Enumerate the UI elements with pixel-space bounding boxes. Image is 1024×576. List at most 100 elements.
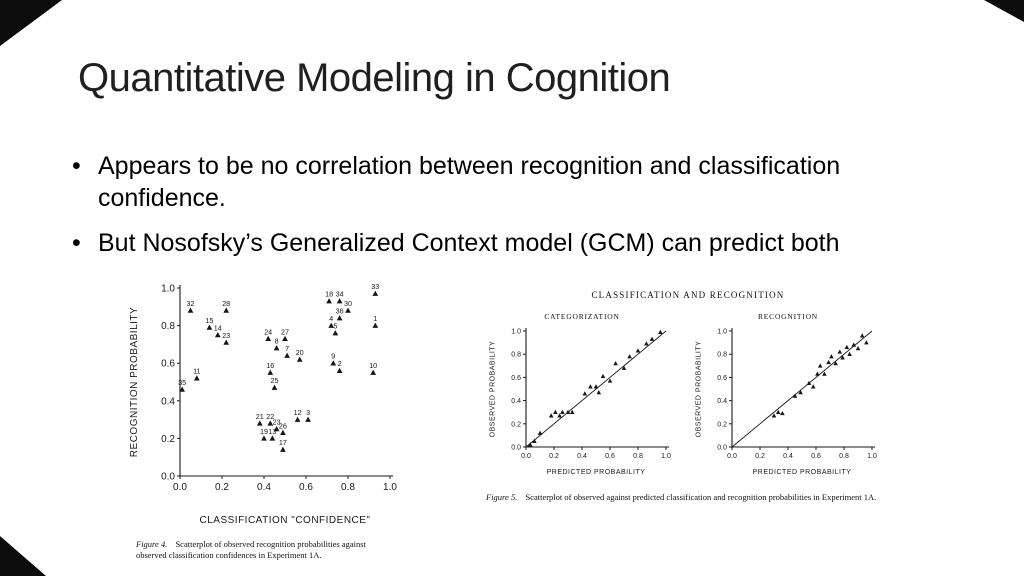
svg-text:CLASSIFICATION "CONFIDENCE": CLASSIFICATION "CONFIDENCE": [200, 515, 371, 526]
svg-text:0.4: 0.4: [577, 453, 587, 460]
bullet-item-1: Appears to be no correlation between rec…: [72, 150, 928, 214]
corner-decoration-top-right: [984, 0, 1024, 22]
svg-text:21: 21: [256, 412, 264, 421]
svg-text:35: 35: [178, 378, 186, 387]
svg-text:36: 36: [336, 307, 344, 316]
svg-text:0.4: 0.4: [161, 396, 175, 407]
svg-text:11: 11: [193, 367, 200, 376]
svg-text:1: 1: [373, 314, 377, 323]
svg-text:12: 12: [294, 408, 302, 417]
svg-text:32: 32: [187, 299, 195, 308]
figure5-recognition-subplot: RECOGNITION 0.0 0.2 0.4 0.6 0.8 1.0 0.0 0.2 0.4 0…: [692, 312, 884, 482]
svg-text:0.8: 0.8: [633, 453, 643, 460]
svg-text:0.2: 0.2: [549, 453, 559, 460]
svg-text:1.0: 1.0: [867, 453, 877, 460]
svg-text:30: 30: [344, 299, 352, 308]
svg-text:RECOGNITION PROBABILITY: RECOGNITION PROBABILITY: [129, 307, 140, 457]
svg-text:2: 2: [338, 359, 342, 368]
figure4-scatterplot: 0.0 0.2 0.4 0.6 0.8 1.0 0.0 0.2 0.4 0.6 0.8 1.0 CLAS…: [129, 282, 397, 526]
svg-text:0.8: 0.8: [717, 352, 727, 359]
svg-text:22: 22: [266, 412, 274, 421]
svg-text:PREDICTED PROBABILITY: PREDICTED PROBABILITY: [547, 469, 646, 476]
svg-text:0.4: 0.4: [783, 453, 793, 460]
svg-text:10: 10: [369, 361, 377, 370]
figure5: CLASSIFICATION AND RECOGNITION CATEGORIZ…: [486, 290, 890, 503]
svg-text:4: 4: [329, 314, 333, 323]
svg-text:13: 13: [268, 427, 276, 436]
svg-text:19: 19: [260, 427, 268, 436]
svg-text:0.6: 0.6: [161, 359, 175, 370]
figure5-caption-label: Figure 5.: [486, 492, 518, 502]
svg-text:23: 23: [273, 418, 281, 427]
svg-text:1.0: 1.0: [511, 328, 521, 335]
svg-text:17: 17: [279, 438, 287, 447]
svg-text:3: 3: [306, 408, 310, 417]
svg-text:33: 33: [371, 282, 379, 291]
svg-text:23: 23: [222, 331, 230, 340]
corner-decoration-bottom-left: [0, 536, 46, 576]
figure5-header: CLASSIFICATION AND RECOGNITION: [591, 290, 785, 300]
svg-text:0.8: 0.8: [341, 482, 355, 493]
svg-text:0.4: 0.4: [257, 482, 271, 493]
svg-text:0.6: 0.6: [511, 375, 521, 382]
svg-text:0.2: 0.2: [755, 453, 765, 460]
figure5-categorization-title: CATEGORIZATION: [544, 312, 620, 321]
figure4-caption-text: Scatterplot of observed recognition prob…: [136, 539, 366, 561]
svg-text:0.0: 0.0: [727, 453, 737, 460]
svg-text:OBSERVED PROBABILITY: OBSERVED PROBABILITY: [695, 341, 702, 438]
svg-text:15: 15: [205, 316, 213, 325]
figure5-categorization-subplot: CATEGORIZATION 0.0 0.2 0.4 0.6 0.8 1.0 0.0 0.2 0…: [486, 312, 678, 482]
figure5-categorization-scatterplot: 0.0 0.2 0.4 0.6 0.8 1.0 0.0 0.2 0.4 0.6 0.8 1.0 PRED…: [489, 328, 671, 476]
svg-text:24: 24: [264, 327, 272, 336]
svg-text:0.8: 0.8: [839, 453, 849, 460]
figure5-recognition-scatterplot: 0.0 0.2 0.4 0.6 0.8 1.0 0.0 0.2 0.4 0.6 0.8 1.0 PRED…: [695, 328, 877, 476]
figure5-caption-text: Scatterplot of observed against predicte…: [525, 492, 877, 502]
svg-text:0.0: 0.0: [173, 482, 187, 493]
svg-text:0.6: 0.6: [717, 375, 727, 382]
figure5-caption: Figure 5. Scatterplot of observed agains…: [486, 492, 882, 503]
svg-text:1.0: 1.0: [717, 328, 727, 335]
figure4-caption: Figure 4. Scatterplot of observed recogn…: [136, 539, 398, 561]
svg-text:0.0: 0.0: [521, 453, 531, 460]
bullet-list: Appears to be no correlation between rec…: [72, 150, 928, 272]
svg-text:25: 25: [271, 376, 279, 385]
svg-text:28: 28: [222, 299, 230, 308]
figure4: 0.0 0.2 0.4 0.6 0.8 1.0 0.0 0.2 0.4 0.6 0.8 1.0 CLAS…: [126, 278, 412, 561]
svg-text:OBSERVED PROBABILITY: OBSERVED PROBABILITY: [489, 341, 496, 438]
svg-text:0.0: 0.0: [511, 444, 521, 451]
svg-text:0.8: 0.8: [161, 321, 175, 332]
svg-text:0.2: 0.2: [161, 434, 175, 445]
svg-text:26: 26: [279, 421, 287, 430]
svg-text:14: 14: [214, 324, 222, 333]
figure5-plots-row: CATEGORIZATION 0.0 0.2 0.4 0.6 0.8 1.0 0.0 0.2 0…: [486, 312, 890, 482]
svg-text:0.6: 0.6: [811, 453, 821, 460]
bullet-item-2: But Nosofsky’s Generalized Context model…: [72, 227, 928, 259]
svg-text:PREDICTED PROBABILITY: PREDICTED PROBABILITY: [753, 469, 852, 476]
svg-text:5: 5: [333, 322, 337, 331]
svg-text:0.4: 0.4: [717, 398, 727, 405]
svg-text:1.0: 1.0: [383, 482, 397, 493]
svg-text:18: 18: [325, 290, 333, 299]
svg-text:8: 8: [275, 337, 279, 346]
svg-text:0.6: 0.6: [605, 453, 615, 460]
svg-text:1.0: 1.0: [661, 453, 671, 460]
svg-text:0.0: 0.0: [161, 472, 175, 483]
svg-text:0.6: 0.6: [299, 482, 313, 493]
svg-text:0.4: 0.4: [511, 398, 521, 405]
svg-text:9: 9: [331, 352, 335, 361]
svg-text:0.8: 0.8: [511, 352, 521, 359]
figure4-caption-label: Figure 4.: [136, 539, 168, 549]
svg-text:0.0: 0.0: [717, 444, 727, 451]
svg-text:16: 16: [266, 361, 274, 370]
svg-text:0.2: 0.2: [511, 421, 521, 428]
svg-text:34: 34: [336, 290, 344, 299]
svg-text:27: 27: [281, 327, 289, 336]
slide-title: Quantitative Modeling in Cognition: [78, 56, 671, 100]
svg-text:20: 20: [296, 348, 304, 357]
svg-text:1.0: 1.0: [161, 284, 175, 295]
svg-text:0.2: 0.2: [215, 482, 229, 493]
corner-decoration-top-left: [0, 0, 62, 46]
svg-text:0.2: 0.2: [717, 421, 727, 428]
svg-text:7: 7: [285, 344, 289, 353]
